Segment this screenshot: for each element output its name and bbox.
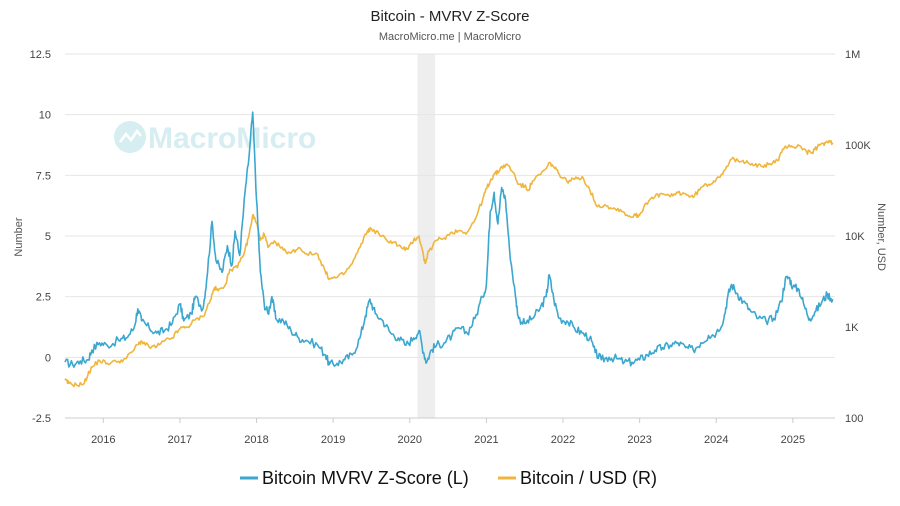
series-line-btc-usd bbox=[64, 139, 834, 388]
x-tick-label: 2025 bbox=[781, 434, 805, 446]
watermark-text: MacroMicro bbox=[148, 122, 316, 155]
left-tick-label: 12.5 bbox=[30, 49, 51, 61]
series-layer bbox=[64, 111, 834, 388]
left-tick-label: -2.5 bbox=[32, 413, 51, 425]
series-line-mvrv-z-score bbox=[64, 111, 834, 368]
chart-subtitle: MacroMicro.me | MacroMicro bbox=[379, 31, 521, 43]
left-tick-label: 0 bbox=[45, 352, 51, 364]
x-tick-label: 2017 bbox=[168, 434, 192, 446]
x-tick-label: 2019 bbox=[321, 434, 345, 446]
left-tick-label: 2.5 bbox=[36, 292, 51, 304]
left-tick-label: 7.5 bbox=[36, 170, 51, 182]
left-axis-label: Number bbox=[13, 217, 25, 256]
legend-label-btc-usd[interactable]: Bitcoin / USD (R) bbox=[520, 468, 657, 488]
right-tick-label: 1M bbox=[845, 49, 860, 61]
x-tick-label: 2016 bbox=[91, 434, 115, 446]
grid-layer bbox=[65, 53, 835, 419]
x-tick-label: 2021 bbox=[474, 434, 498, 446]
right-tick-label: 100K bbox=[845, 140, 871, 152]
watermark-logo-icon bbox=[114, 121, 146, 153]
x-tick-label: 2020 bbox=[398, 434, 422, 446]
left-tick-label: 10 bbox=[39, 110, 51, 122]
left-tick-label: 5 bbox=[45, 231, 51, 243]
right-tick-label: 1K bbox=[845, 322, 859, 334]
legend: Bitcoin MVRV Z-Score (L) Bitcoin / USD (… bbox=[240, 468, 657, 488]
x-tick-label: 2023 bbox=[627, 434, 651, 446]
tick-layer: -2.5 0 2.5 5 7.5 10 12.5 100 1K 10K 100K 1M 2016 2017… bbox=[30, 49, 872, 446]
right-tick-label: 100 bbox=[845, 413, 863, 425]
x-tick-label: 2024 bbox=[704, 434, 728, 446]
x-tick-label: 2022 bbox=[551, 434, 575, 446]
chart-title: Bitcoin - MVRV Z-Score bbox=[371, 8, 530, 25]
right-axis-label: Number, USD bbox=[875, 203, 887, 271]
legend-label-mvrv[interactable]: Bitcoin MVRV Z-Score (L) bbox=[262, 468, 469, 488]
x-tick-label: 2018 bbox=[244, 434, 268, 446]
right-tick-label: 10K bbox=[845, 231, 865, 243]
